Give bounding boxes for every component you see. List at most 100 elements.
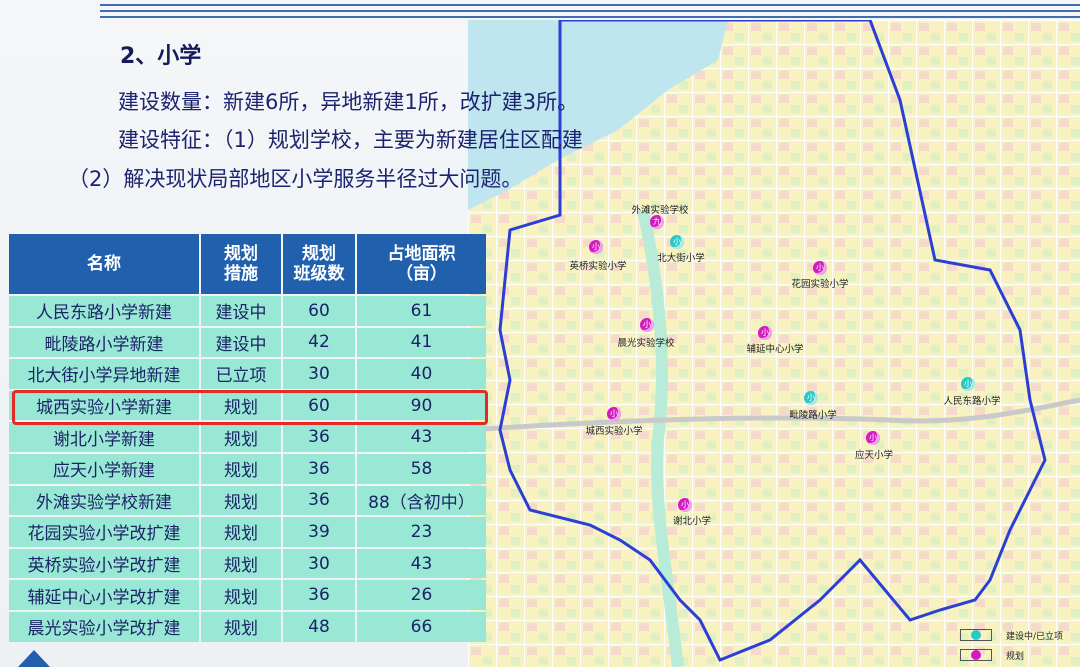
table-row: 北大街小学异地新建 已立项 30 40 [9, 359, 486, 389]
plan-legend-icon [960, 649, 992, 661]
school-label: 应天小学 [854, 450, 894, 461]
school-label: 外滩实验学校 [631, 205, 689, 216]
school-marker-icon: 小 [866, 431, 880, 445]
expressway [468, 397, 1080, 433]
cell-measure: 规划 [201, 611, 281, 642]
cell-classes: 48 [283, 611, 355, 642]
cell-name: 英桥实验小学改扩建 [9, 548, 199, 579]
map-graphic [468, 20, 1080, 667]
school-label: 北大街小学 [657, 253, 705, 264]
table-row: 辅延中心小学改扩建 规划 36 26 [9, 580, 486, 610]
cell-name: 晨光实验小学改扩建 [9, 611, 199, 642]
cell-name: 北大街小学异地新建 [9, 359, 199, 389]
school-label: 花园实验小学 [791, 279, 849, 290]
school-marker-icon: 小 [670, 235, 684, 249]
school-map [468, 20, 1080, 667]
school-marker-icon: 小 [678, 498, 692, 512]
school-marker-icon: 小 [640, 318, 654, 332]
cell-measure: 规划 [201, 517, 281, 547]
school-label: 谢北小学 [672, 516, 712, 527]
cell-area: 61 [357, 296, 486, 326]
built-legend-icon [960, 629, 992, 641]
legend-built: 建设中/已立项 [1006, 631, 1064, 642]
cell-classes: 36 [283, 453, 355, 484]
cell-measure: 规划 [201, 580, 281, 610]
cell-area: 41 [357, 327, 486, 358]
cell-measure: 已立项 [201, 359, 281, 389]
school-label: 城西实验小学 [585, 426, 643, 437]
cell-measure: 规划 [201, 485, 281, 516]
school-table: 名称 规划 措施 规划 班级数 占地面积 （亩） 人民东路小学新建 建设中 60 61… [7, 232, 488, 644]
cell-name: 谢北小学新建 [9, 422, 199, 452]
construction-quantity: 建设数量：新建6所，异地新建1所，改扩建3所。 [118, 90, 579, 114]
school-marker-icon: 小 [961, 377, 975, 391]
table-row: 英桥实验小学改扩建 规划 30 43 [9, 548, 486, 579]
header-rule [100, 16, 1080, 18]
cell-classes: 39 [283, 517, 355, 547]
legend-plan: 规划 [1006, 651, 1025, 662]
school-marker-icon: 九 [650, 215, 664, 229]
cell-measure: 规划 [201, 453, 281, 484]
table-row: 应天小学新建 规划 36 58 [9, 453, 486, 484]
school-marker-icon: 小 [813, 261, 827, 275]
table-header: 名称 规划 措施 规划 班级数 占地面积 （亩） [9, 234, 486, 294]
cell-area: 23 [357, 517, 486, 547]
cell-name: 花园实验小学改扩建 [9, 517, 199, 547]
cell-area: 43 [357, 548, 486, 579]
table-row: 城西实验小学新建 规划 60 90 [9, 390, 486, 421]
cell-classes: 30 [283, 359, 355, 389]
cell-measure: 规划 [201, 390, 281, 421]
cell-measure: 建设中 [201, 327, 281, 358]
cell-classes: 36 [283, 580, 355, 610]
col-name: 名称 [9, 234, 199, 294]
school-label: 英桥实验小学 [569, 261, 627, 272]
school-marker-icon: 小 [607, 407, 621, 421]
header-rule [100, 10, 1080, 12]
cell-measure: 建设中 [201, 296, 281, 326]
cell-area: 90 [357, 390, 486, 421]
school-marker-icon: 小 [758, 326, 772, 340]
highlight-box [12, 390, 488, 425]
cell-measure: 规划 [201, 422, 281, 452]
cell-area: 40 [357, 359, 486, 389]
cell-area: 26 [357, 580, 486, 610]
cell-name: 毗陵路小学新建 [9, 327, 199, 358]
col-area: 占地面积 （亩） [357, 234, 486, 294]
cell-name: 人民东路小学新建 [9, 296, 199, 326]
cell-area: 88（含初中） [357, 485, 486, 516]
school-label: 辅延中心小学 [746, 344, 804, 355]
cell-name: 外滩实验学校新建 [9, 485, 199, 516]
school-marker-icon: 小 [589, 240, 603, 254]
school-label: 人民东路小学 [943, 396, 1001, 407]
school-marker-icon: 小 [804, 391, 818, 405]
cell-name: 城西实验小学新建 [9, 390, 199, 421]
cell-measure: 规划 [201, 548, 281, 579]
cell-classes: 60 [283, 296, 355, 326]
col-classes: 规划 班级数 [283, 234, 355, 294]
cell-name: 应天小学新建 [9, 453, 199, 484]
construction-features: 建设特征：（1）规划学校，主要为新建居住区配建 [118, 128, 583, 152]
cell-classes: 36 [283, 485, 355, 516]
col-measure: 规划 措施 [201, 234, 281, 294]
header-rule [100, 4, 1080, 6]
district-boundary [498, 20, 1047, 662]
table-row: 人民东路小学新建 建设中 60 61 [9, 296, 486, 326]
construction-features-2: （2）解决现状局部地区小学服务半径过大问题。 [68, 167, 523, 191]
nav-triangle-icon [18, 650, 50, 667]
cell-classes: 30 [283, 548, 355, 579]
cell-classes: 42 [283, 327, 355, 358]
cell-area: 66 [357, 611, 486, 642]
cell-area: 58 [357, 453, 486, 484]
table-row: 谢北小学新建 规划 36 43 [9, 422, 486, 452]
table-row: 晨光实验小学改扩建 规划 48 66 [9, 611, 486, 642]
map-legend: 建设中/已立项 规划 [960, 625, 1063, 665]
river [637, 208, 684, 667]
section-title: 2、小学 [120, 44, 202, 69]
table-row: 毗陵路小学新建 建设中 42 41 [9, 327, 486, 358]
table-row: 外滩实验学校新建 规划 36 88（含初中） [9, 485, 486, 516]
cell-classes: 36 [283, 422, 355, 452]
cell-classes: 60 [283, 390, 355, 421]
cell-name: 辅延中心小学改扩建 [9, 580, 199, 610]
table-row: 花园实验小学改扩建 规划 39 23 [9, 517, 486, 547]
